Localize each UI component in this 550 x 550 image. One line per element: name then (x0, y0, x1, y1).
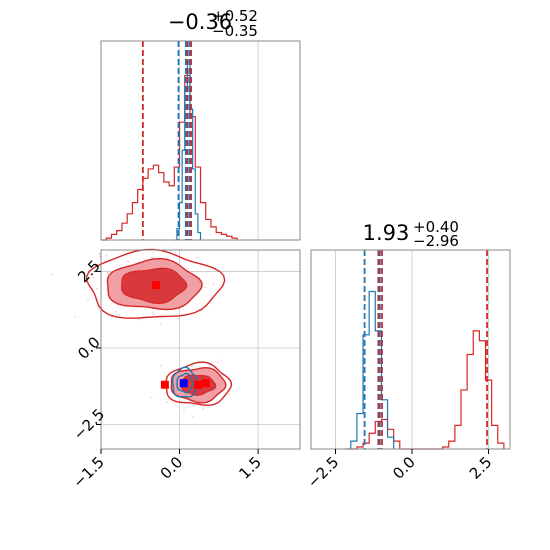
sample-point (177, 317, 180, 320)
y-tick-label: 0.0 (74, 333, 104, 363)
sample-point (159, 365, 162, 367)
sample-point (192, 416, 194, 418)
sample-point (151, 256, 153, 259)
param1-title-minus: −0.35 (212, 22, 258, 40)
sample-point (115, 310, 117, 313)
blue-contour-inner (176, 372, 194, 394)
sample-point (98, 252, 101, 255)
sample-point (105, 254, 108, 257)
param2-title-minus: −2.96 (413, 232, 459, 250)
x-tick-label: 2.5 (466, 453, 496, 483)
sample-point (153, 313, 156, 315)
param2-marginal-frame (311, 250, 510, 449)
sample-point (131, 309, 133, 312)
sample-point (150, 396, 153, 399)
x-tick-label: 1.5 (235, 453, 265, 483)
panel-joint: −1.5 0.0 1.5 2.50.0−2.5 (50, 248, 301, 492)
panel-param2-marginal: 1.93 +0.40 −2.96 −2.5 0.0 2.5 (304, 218, 511, 492)
joint-spine (100, 249, 301, 450)
sample-point (160, 323, 162, 326)
sample-point (151, 311, 154, 313)
sample-point (127, 260, 129, 263)
sample-point (212, 283, 215, 285)
sample-point (166, 401, 169, 403)
red-marker (160, 380, 169, 389)
sample-point (220, 359, 223, 361)
sample-point (228, 392, 230, 395)
sample-point (118, 314, 121, 316)
y-tick-label: 2.5 (74, 257, 104, 287)
sample-point (196, 257, 199, 259)
param2-marginal-spine (310, 249, 511, 450)
red-marker (201, 379, 210, 388)
sample-point (74, 316, 76, 318)
sample-point (204, 286, 207, 288)
red-histogram (101, 74, 238, 241)
x-tick-label: −1.5 (69, 453, 107, 491)
red-contour-outer (85, 248, 226, 319)
param2-title-value: 1.93 (363, 221, 410, 245)
param1-title-plus: +0.52 (212, 7, 258, 25)
sample-point (87, 298, 89, 301)
param1-marginal-spine (100, 40, 301, 241)
blue-marker (179, 379, 188, 388)
param1-title-value: −0.36 (168, 10, 232, 34)
param1-title: −0.36 (168, 10, 232, 34)
sample-point (106, 288, 108, 291)
panel-param1-marginal: −0.36 +0.52 −0.35 (100, 7, 301, 241)
sample-point (92, 276, 95, 279)
sample-point (183, 408, 185, 411)
sample-point (152, 251, 155, 254)
red-histogram (350, 330, 505, 450)
sample-point (96, 287, 98, 290)
sample-point (188, 400, 191, 403)
sample-point (99, 255, 101, 258)
sample-point (138, 318, 140, 321)
x-tick-label: −2.5 (304, 453, 342, 491)
sample-point (191, 365, 194, 368)
x-tick-label: 0.0 (389, 453, 419, 483)
param1-marginal-frame (101, 41, 300, 240)
sample-point (238, 387, 241, 390)
red-marker (193, 380, 202, 389)
param2-title: 1.93 (363, 221, 410, 245)
sample-point (50, 273, 53, 276)
sample-point (111, 316, 113, 318)
blue-histogram (344, 290, 395, 450)
blue-contour-outer (171, 366, 199, 398)
param2-title-plus: +0.40 (413, 218, 459, 236)
red-marker (151, 281, 160, 290)
x-tick-label: 0.0 (157, 453, 187, 483)
sample-point (202, 408, 205, 410)
sample-point (187, 267, 189, 270)
sample-point (217, 361, 220, 364)
sample-point (107, 272, 109, 274)
sample-point (97, 307, 100, 310)
